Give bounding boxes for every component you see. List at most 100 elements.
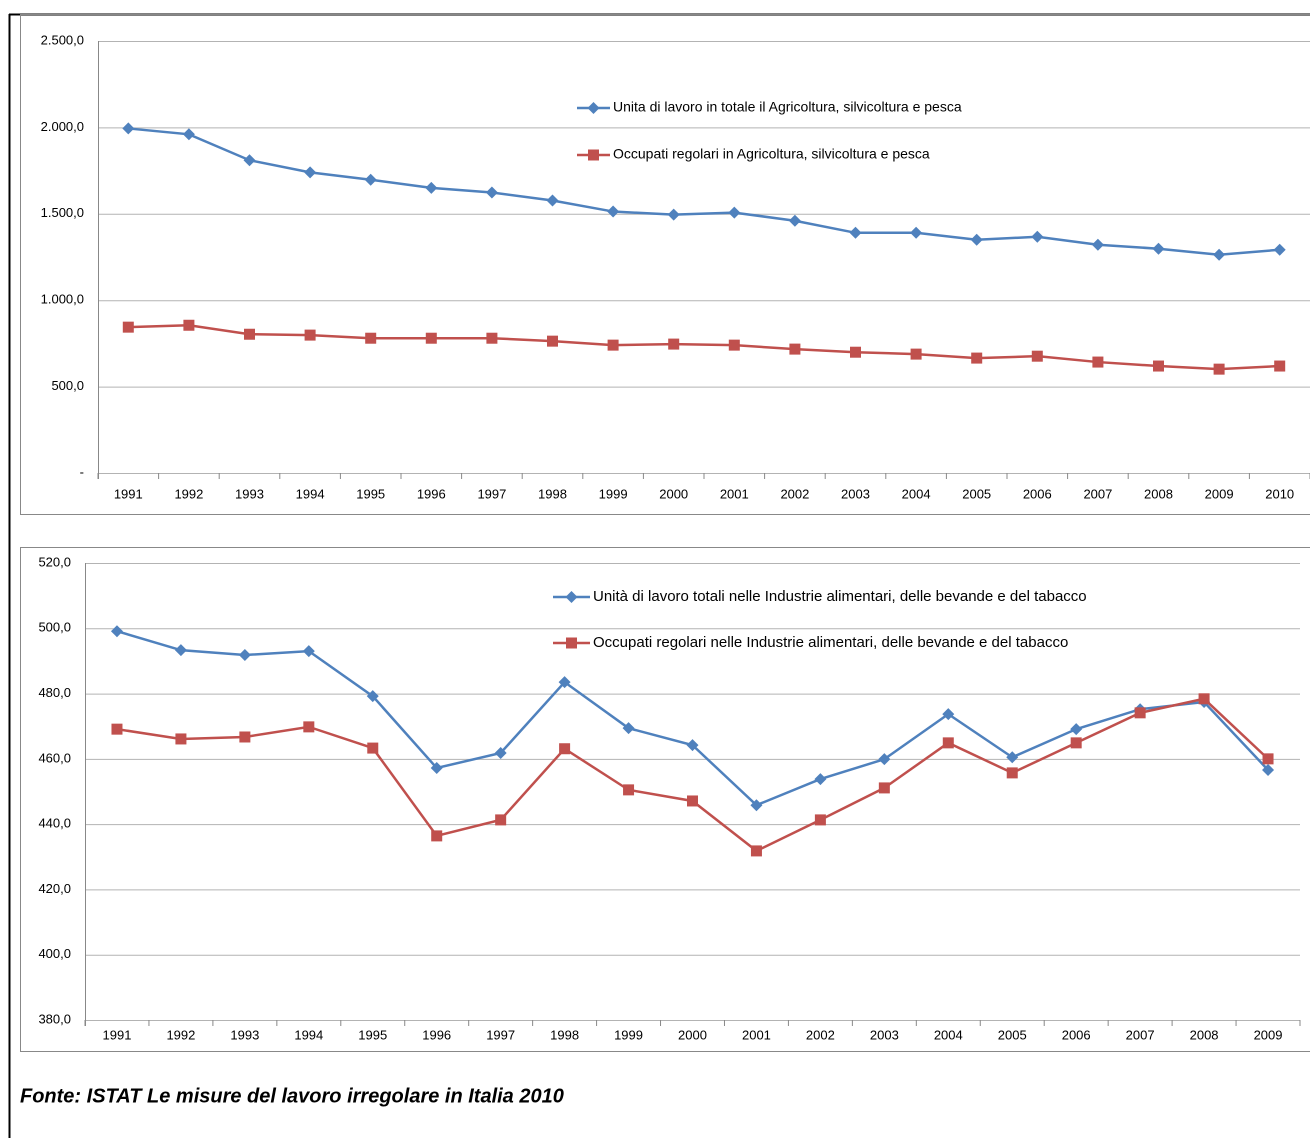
- marker: [304, 166, 316, 178]
- marker: [122, 122, 134, 134]
- x-tick-label: 2002: [806, 1027, 835, 1042]
- series-line: [117, 631, 1268, 805]
- x-tick-label: 2004: [902, 486, 931, 501]
- legend-label: Occupati regolari nelle Industrie alimen…: [593, 634, 1068, 651]
- marker: [623, 784, 634, 795]
- x-tick-label: 1996: [417, 486, 446, 501]
- marker: [1263, 753, 1274, 764]
- x-tick-label: 1997: [486, 1027, 515, 1042]
- x-tick-label: 2006: [1062, 1027, 1091, 1042]
- y-tick-label: -: [80, 464, 84, 479]
- marker: [431, 830, 442, 841]
- y-tick-label: 1.500,0: [41, 205, 84, 220]
- marker: [1007, 767, 1018, 778]
- y-tick-label: 400,0: [38, 946, 71, 961]
- x-tick-label: 2002: [780, 486, 809, 501]
- marker: [495, 814, 506, 825]
- marker: [486, 333, 497, 344]
- y-tick-label: 420,0: [38, 881, 71, 896]
- x-tick-label: 1999: [599, 486, 628, 501]
- y-tick-label: 480,0: [38, 685, 71, 700]
- marker: [910, 227, 922, 239]
- x-tick-label: 2004: [934, 1027, 963, 1042]
- marker: [305, 330, 316, 341]
- y-tick-label: 2.000,0: [41, 119, 84, 134]
- marker: [608, 340, 619, 351]
- marker: [1153, 361, 1164, 372]
- marker: [1135, 707, 1146, 718]
- marker: [729, 340, 740, 351]
- marker: [911, 349, 922, 360]
- marker: [1213, 249, 1225, 261]
- marker: [239, 649, 251, 661]
- marker: [183, 128, 195, 140]
- y-tick-label: 500,0: [51, 378, 84, 393]
- y-tick-label: 520,0: [38, 554, 71, 569]
- y-tick-label: 500,0: [38, 620, 71, 635]
- x-tick-label: 2010: [1265, 486, 1294, 501]
- marker: [1274, 361, 1285, 372]
- legend-marker: [588, 102, 600, 114]
- legend-marker: [566, 638, 577, 649]
- marker: [425, 182, 437, 194]
- marker: [183, 320, 194, 331]
- x-tick-label: 2007: [1083, 486, 1112, 501]
- marker: [814, 773, 826, 785]
- marker: [1031, 231, 1043, 243]
- x-tick-label: 1992: [174, 486, 203, 501]
- y-tick-label: 1.000,0: [41, 292, 84, 307]
- marker: [367, 743, 378, 754]
- marker: [728, 207, 740, 219]
- x-tick-label: 1996: [422, 1027, 451, 1042]
- marker: [850, 227, 862, 239]
- legend-label: Unita di lavoro in totale il Agricoltura…: [613, 99, 962, 115]
- source-note: Fonte: ISTAT Le misure del lavoro irrego…: [20, 1085, 564, 1107]
- marker: [815, 814, 826, 825]
- series-line: [128, 325, 1279, 369]
- x-tick-label: 1995: [356, 486, 385, 501]
- y-tick-label: 2.500,0: [41, 32, 84, 47]
- x-tick-label: 1998: [538, 486, 567, 501]
- marker: [789, 344, 800, 355]
- marker: [1092, 239, 1104, 251]
- legend-marker: [588, 150, 599, 161]
- marker: [175, 733, 186, 744]
- marker: [971, 353, 982, 364]
- x-tick-label: 1993: [235, 486, 264, 501]
- marker: [789, 215, 801, 227]
- marker: [547, 194, 559, 206]
- marker: [365, 174, 377, 186]
- legend-label: Occupati regolari in Agricoltura, silvic…: [613, 146, 930, 162]
- marker: [751, 845, 762, 856]
- marker: [111, 625, 123, 637]
- y-tick-label: 440,0: [38, 816, 71, 831]
- marker: [303, 721, 314, 732]
- x-tick-label: 2001: [720, 486, 749, 501]
- chart-frame: [21, 548, 1310, 1052]
- marker: [668, 339, 679, 350]
- x-tick-label: 2006: [1023, 486, 1052, 501]
- x-tick-label: 1994: [296, 486, 325, 501]
- x-tick-label: 2009: [1205, 486, 1234, 501]
- marker: [943, 737, 954, 748]
- marker: [123, 322, 134, 333]
- marker: [1071, 737, 1082, 748]
- marker: [486, 187, 498, 199]
- y-tick-label: 460,0: [38, 750, 71, 765]
- marker: [971, 234, 983, 246]
- legend-marker: [566, 591, 578, 603]
- x-tick-label: 2009: [1254, 1027, 1283, 1042]
- marker: [1032, 351, 1043, 362]
- x-tick-label: 2000: [678, 1027, 707, 1042]
- marker: [175, 644, 187, 656]
- x-tick-label: 1991: [103, 1027, 132, 1042]
- marker: [111, 724, 122, 735]
- x-tick-label: 2003: [870, 1027, 899, 1042]
- marker: [879, 782, 890, 793]
- marker: [239, 731, 250, 742]
- marker: [668, 209, 680, 221]
- x-tick-label: 1995: [358, 1027, 387, 1042]
- x-tick-label: 1993: [230, 1027, 259, 1042]
- x-tick-label: 1991: [114, 486, 143, 501]
